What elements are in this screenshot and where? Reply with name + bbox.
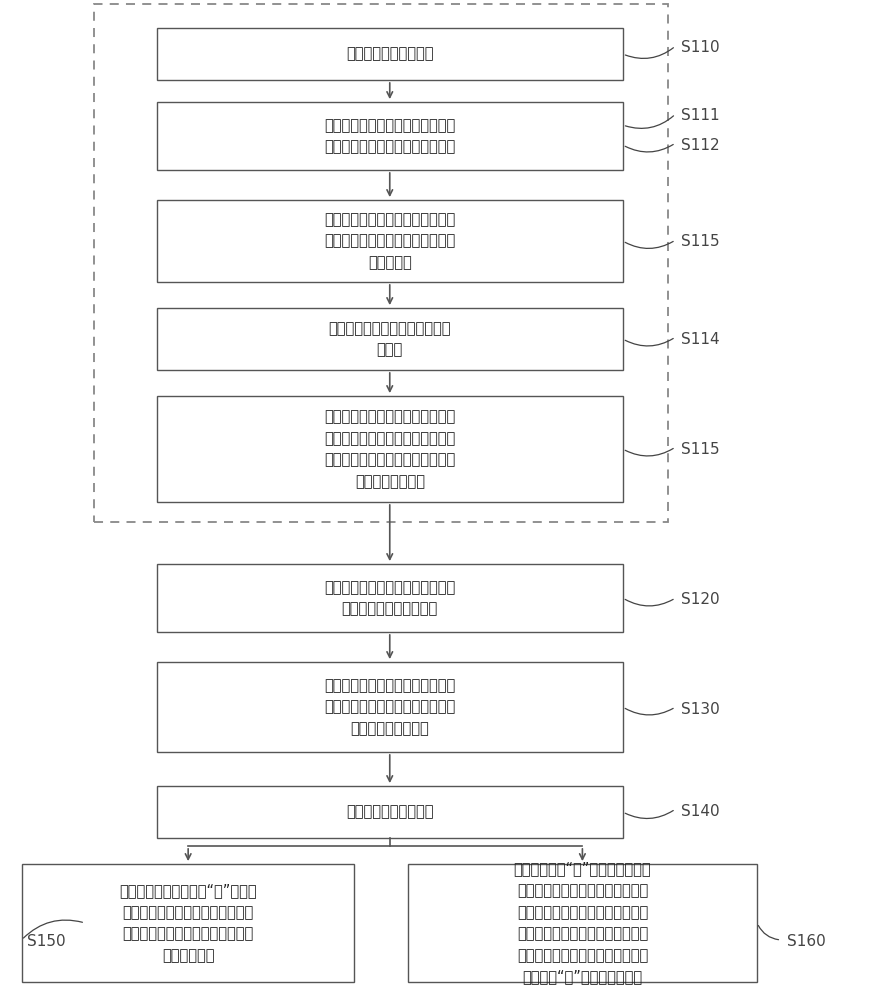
Text: S115: S115	[681, 234, 719, 249]
Text: 接收观看者的反馈信息: 接收观看者的反馈信息	[346, 804, 434, 820]
Text: 检测目标区域的当前显示参数以及
显示面板所在环境的亮度: 检测目标区域的当前显示参数以及 显示面板所在环境的亮度	[324, 580, 455, 616]
FancyBboxPatch shape	[157, 28, 623, 80]
FancyBboxPatch shape	[157, 564, 623, 632]
Text: S110: S110	[681, 40, 719, 55]
FancyBboxPatch shape	[157, 102, 623, 170]
FancyBboxPatch shape	[157, 786, 623, 838]
FancyBboxPatch shape	[408, 864, 757, 982]
FancyBboxPatch shape	[157, 200, 623, 282]
FancyBboxPatch shape	[157, 396, 623, 502]
Text: 根据观看者的眼睛在显示面板上的
分布区和鼠标点击次数超过预定数
量的区域确定所述目标区域，并获
得目标区域的位置: 根据观看者的眼睛在显示面板上的 分布区和鼠标点击次数超过预定数 量的区域确定所述…	[324, 409, 455, 489]
Text: 根据观看者的面部图像获取观看者
的眼睛与显示面板之间的相对位置: 根据观看者的面部图像获取观看者 的眼睛与显示面板之间的相对位置	[324, 118, 455, 154]
Text: S112: S112	[681, 137, 719, 152]
Text: 获取观看者的面部图像: 获取观看者的面部图像	[346, 46, 434, 61]
Text: 根据观看者的眼睛与显示面板之间
的相对位置确定观看者眼睛注视的
区域的位置: 根据观看者的眼睛与显示面板之间 的相对位置确定观看者眼睛注视的 区域的位置	[324, 212, 455, 270]
Text: 当观看者的反馈信息为“是”时，控
制所述目标区域按照与显示面板所
在的环境的亮度对应的预设的显示
参数进行显示: 当观看者的反馈信息为“是”时，控 制所述目标区域按照与显示面板所 在的环境的亮度…	[119, 883, 257, 963]
Text: S130: S130	[681, 702, 719, 716]
Text: 控制显示面板的反馈区按照与显示
面板所在的环境的亮度对应的预设
的显示参数进行显示: 控制显示面板的反馈区按照与显示 面板所在的环境的亮度对应的预设 的显示参数进行显…	[324, 678, 455, 736]
Text: S120: S120	[681, 592, 719, 607]
FancyBboxPatch shape	[22, 864, 354, 982]
Text: S111: S111	[681, 108, 719, 123]
FancyBboxPatch shape	[157, 308, 623, 370]
Text: S140: S140	[681, 804, 719, 818]
Text: S160: S160	[787, 934, 825, 950]
Text: S150: S150	[27, 934, 65, 950]
Text: S114: S114	[681, 332, 719, 347]
Text: 每收到一次为“否”的观看者的反馈
信息，生成一次调节显示参数，并
在目标区域以外的区域的一部分按
照所述调节显示参数进行显示，并
继续接收观看者的反馈信息，直至: 每收到一次为“否”的观看者的反馈 信息，生成一次调节显示参数，并 在目标区域以外…	[513, 861, 651, 984]
Text: S115: S115	[681, 442, 719, 456]
Text: 确定鼠标点击次数超过预定数量
的区域: 确定鼠标点击次数超过预定数量 的区域	[329, 321, 451, 357]
FancyBboxPatch shape	[157, 662, 623, 752]
